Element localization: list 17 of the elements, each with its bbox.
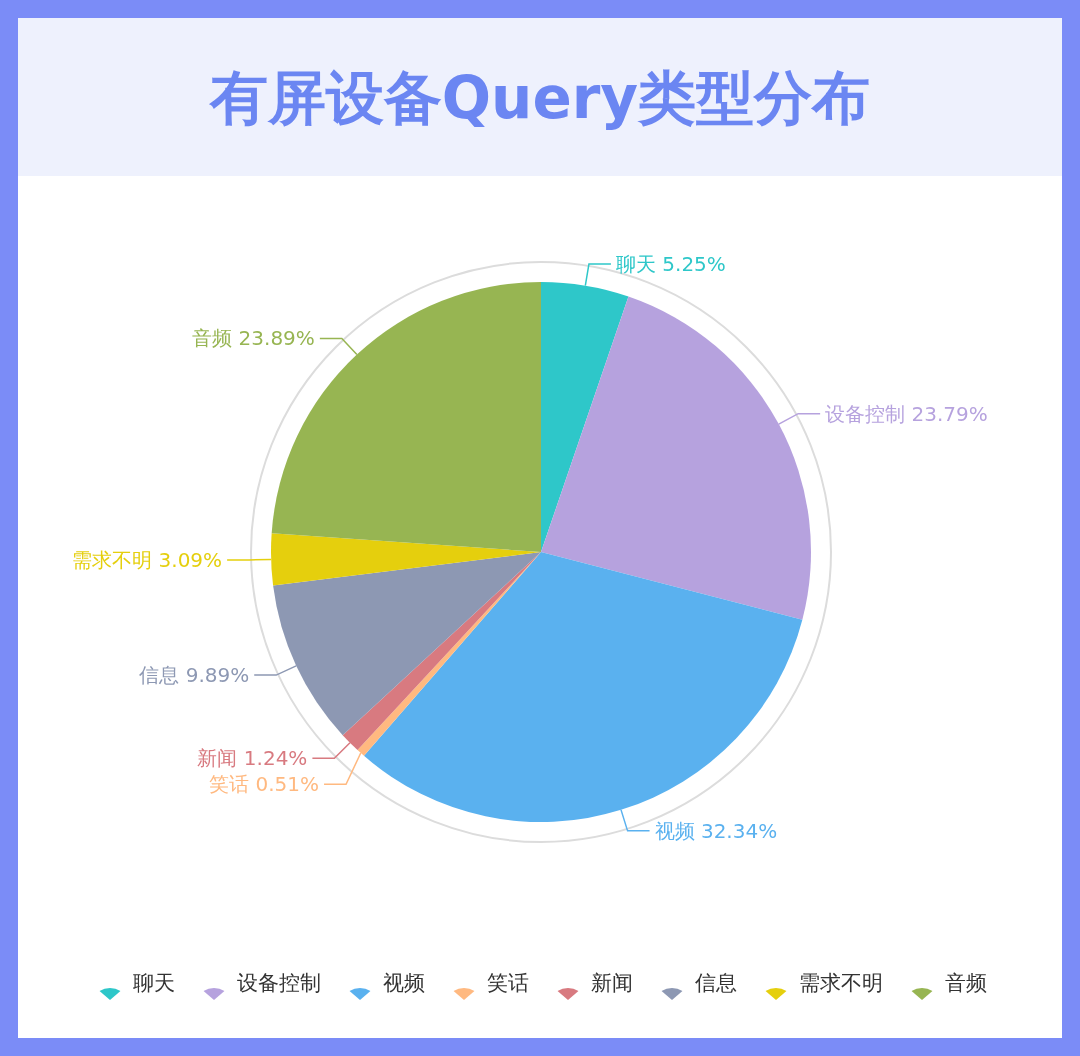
category-label: 新闻 1.24% [197, 746, 308, 771]
category-label: 视频 32.34% [654, 818, 778, 843]
category-label: 需求不明 3.09% [72, 547, 223, 572]
category-label: 聊天 5.25% [615, 251, 726, 276]
legend-label: 聊天 [133, 971, 175, 995]
legend-label: 需求不明 [799, 971, 883, 995]
legend-label: 新闻 [591, 971, 633, 995]
category-label: 音频 23.89% [192, 326, 315, 351]
legend-label: 信息 [695, 971, 737, 995]
category-label: 信息 9.89% [139, 663, 250, 688]
legend-label: 音频 [945, 971, 987, 995]
category-label: 笑话 0.51% [209, 772, 320, 797]
legend-label: 视频 [383, 971, 425, 995]
category-label: 设备控制 23.79% [825, 401, 988, 426]
legend-label: 设备控制 [237, 971, 321, 995]
legend-label: 笑话 [487, 971, 529, 995]
chart-title: 有屏设备Query类型分布 [207, 64, 871, 132]
